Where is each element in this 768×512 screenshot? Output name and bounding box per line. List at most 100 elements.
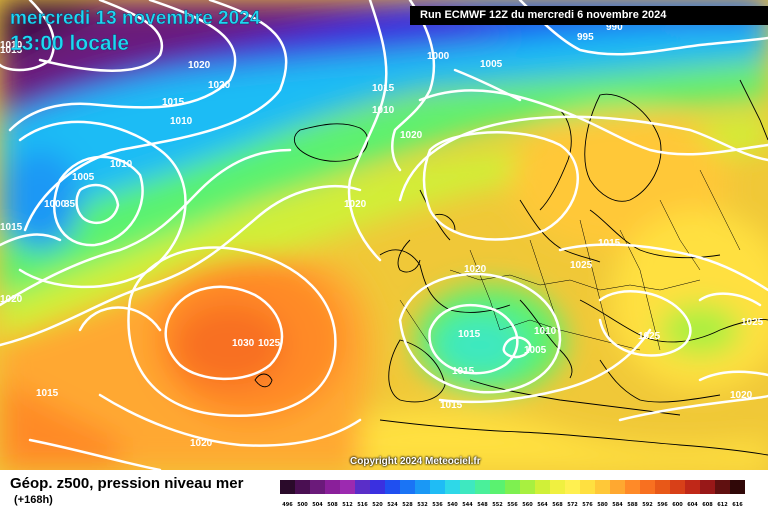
isobar-label: 1025 [570, 260, 593, 271]
legend-value: 552 [492, 502, 503, 508]
legend-swatch [340, 480, 355, 494]
legend-value: 608 [702, 502, 713, 508]
legend-value: 536 [432, 502, 443, 508]
legend-swatch [325, 480, 340, 494]
isobar-label: 1015 [372, 83, 395, 94]
isobar-label: 995 [577, 32, 594, 43]
legend-value: 544 [462, 502, 473, 508]
legend-value: 556 [507, 502, 518, 508]
legend-swatch [430, 480, 445, 494]
legend-swatch [445, 480, 460, 494]
legend-swatch [595, 480, 610, 494]
legend-value: 560 [522, 502, 533, 508]
legend-value: 616 [732, 502, 743, 508]
isobar-label: 1015 [598, 238, 621, 249]
legend-swatch [400, 480, 415, 494]
isobar-label: 1015 [36, 388, 59, 399]
isobar-label: 1020 [208, 80, 231, 91]
legend-swatch [295, 480, 310, 494]
isobar-label: 1005 [72, 172, 95, 183]
legend-swatch [730, 480, 745, 494]
coastlines [254, 79, 768, 456]
isobar-label: 1025 [638, 331, 661, 342]
legend-swatch [535, 480, 550, 494]
isobar-label: 1000 [44, 199, 67, 210]
legend-value: 524 [387, 502, 398, 508]
isobars-closed [422, 131, 579, 241]
legend-value: 540 [447, 502, 458, 508]
legend-value: 528 [402, 502, 413, 508]
isobar-label: 1010 [534, 326, 557, 337]
legend-value: 596 [657, 502, 668, 508]
legend-swatch [505, 480, 520, 494]
color-scale-legend: 496 500 504 508 512 516 520 524 528 532 536 540 544 5… [280, 480, 745, 508]
legend-swatch [460, 480, 475, 494]
isobar-label: 1015 [440, 400, 463, 411]
legend-swatch [700, 480, 715, 494]
legend-value: 504 [312, 502, 323, 508]
legend-value: 520 [372, 502, 383, 508]
legend-swatch [715, 480, 730, 494]
isobar-label: 1020 [400, 130, 423, 141]
legend-swatch [670, 480, 685, 494]
legend-swatch [625, 480, 640, 494]
isobar-labels: 1010101599599010001005102010201015101010… [0, 22, 764, 449]
legend-value: 584 [612, 502, 623, 508]
legend-value: 604 [687, 502, 698, 508]
map-caption: Géop. z500, pression niveau mer [10, 475, 244, 492]
legend-value: 512 [342, 502, 353, 508]
legend-swatch [280, 480, 295, 494]
legend-value: 588 [627, 502, 638, 508]
isobar-label: 1010 [110, 159, 133, 170]
legend-swatch [355, 480, 370, 494]
isobar-label: 1030 [232, 338, 255, 349]
isobar-label: 1020 [464, 264, 487, 275]
isobars [0, 0, 768, 470]
legend-value: 576 [582, 502, 593, 508]
isobar-label: 1000 [427, 51, 450, 62]
legend-swatch [565, 480, 580, 494]
isobar-label: 1020 [190, 438, 213, 449]
legend-value: 548 [477, 502, 488, 508]
legend-value: 564 [537, 502, 548, 508]
isobar-label: 35 [64, 199, 76, 210]
legend-value: 600 [672, 502, 683, 508]
isobar-label: 1015 [0, 222, 23, 233]
legend-swatch [685, 480, 700, 494]
isobar-label: 1015 [458, 329, 481, 340]
isobar-label: 1010 [372, 105, 395, 116]
legend-swatch [580, 480, 595, 494]
isobar-label: 1025 [741, 317, 764, 328]
legend-value: 572 [567, 502, 578, 508]
isobar-label: 990 [606, 22, 623, 33]
lead-time: (+168h) [14, 494, 53, 506]
legend-swatch [415, 480, 430, 494]
legend-value: 532 [417, 502, 428, 508]
run-info-banner: Run ECMWF 12Z du mercredi 6 novembre 202… [410, 6, 768, 25]
legend-swatch [310, 480, 325, 494]
legend-value: 568 [552, 502, 563, 508]
isobar-label: 1005 [480, 59, 503, 70]
legend-value: 612 [717, 502, 728, 508]
legend-value: 508 [327, 502, 338, 508]
isobar-label: 1010 [0, 40, 23, 51]
legend-swatch [475, 480, 490, 494]
legend-value: 592 [642, 502, 653, 508]
isobar-label: 1020 [0, 294, 23, 305]
legend-swatch [370, 480, 385, 494]
isobar-label: 1025 [258, 338, 281, 349]
isobar-label: 1020 [344, 199, 367, 210]
legend-swatch [385, 480, 400, 494]
forecast-date: mercredi 13 novembre 2024 [10, 8, 261, 29]
legend-swatch [520, 480, 535, 494]
legend-swatch [640, 480, 655, 494]
legend-value: 516 [357, 502, 368, 508]
legend-value: 496 [282, 502, 293, 508]
legend-swatch [550, 480, 565, 494]
legend-value: 580 [597, 502, 608, 508]
legend-swatch [490, 480, 505, 494]
isobar-label: 1015 [0, 45, 23, 56]
legend-value: 500 [297, 502, 308, 508]
isobar-label: 1010 [170, 116, 193, 127]
